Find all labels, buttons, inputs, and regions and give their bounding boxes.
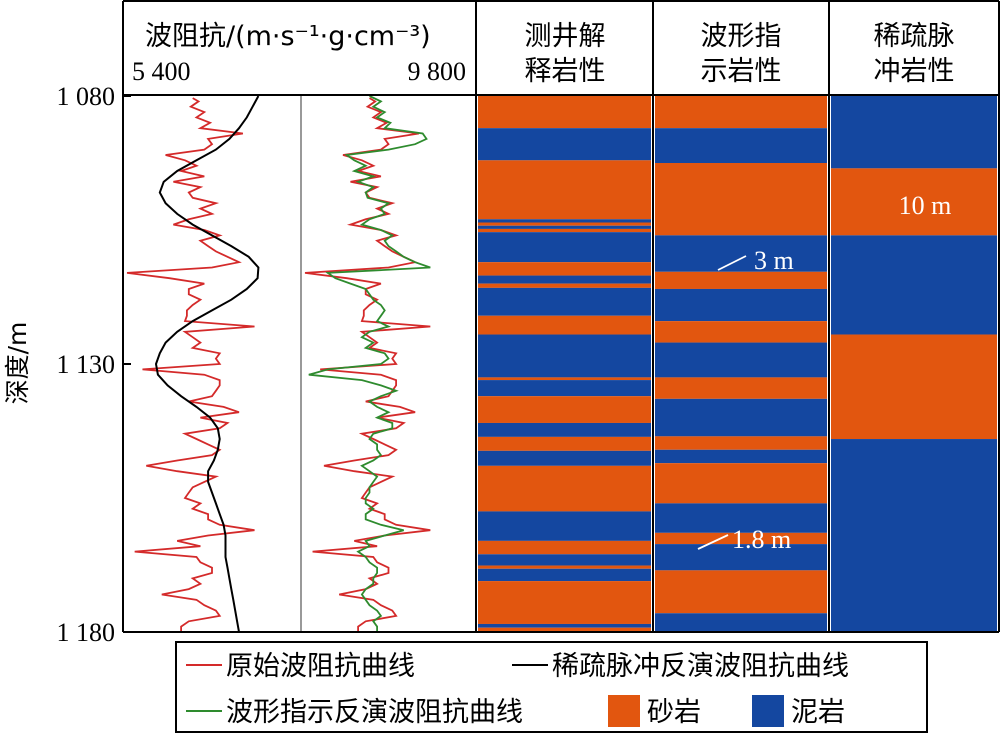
- sand-layer: [478, 565, 651, 569]
- sand-layer: [655, 321, 827, 343]
- sand-layer: [478, 540, 651, 555]
- sand-layer: [655, 463, 827, 504]
- waveform-lithology-column: [655, 96, 827, 632]
- mud-layer: [655, 288, 827, 322]
- legend-box: [175, 641, 928, 733]
- sand-layer: [655, 570, 827, 614]
- waveform-column-header-line2: 示岩性: [701, 56, 782, 87]
- mud-layer: [655, 342, 827, 378]
- mud-layer: [478, 623, 651, 628]
- mud-layer: [478, 225, 651, 229]
- legend-sand-swatch: [608, 695, 640, 727]
- annotation-1-8m-leader: [697, 534, 729, 550]
- mud-layer: [478, 568, 651, 582]
- legend-mud-swatch: [752, 695, 784, 727]
- mud-layer: [478, 511, 651, 541]
- mud-layer: [831, 96, 997, 169]
- well-lithology-column: [478, 96, 651, 632]
- sand-layer: [655, 436, 827, 450]
- mud-layer: [478, 422, 651, 437]
- sand-layer: [478, 228, 651, 233]
- sand-layer: [478, 262, 651, 276]
- legend-waveform-label: 波形指示反演波阻抗曲线: [226, 697, 523, 728]
- sand-layer: [478, 581, 651, 624]
- legend-original-label: 原始波阻抗曲线: [226, 651, 415, 682]
- waveform-column-header-line1: 波形指: [701, 21, 782, 52]
- sand-layer: [478, 436, 651, 451]
- sand-layer: [655, 271, 827, 289]
- mud-layer: [831, 235, 997, 335]
- mud-layer: [478, 219, 651, 223]
- mud-layer: [478, 380, 651, 397]
- figure-frame: [122, 0, 1000, 633]
- mud-layer: [655, 128, 827, 163]
- mud-layer: [655, 544, 827, 571]
- sand-layer: [655, 96, 827, 129]
- sand-layer: [478, 283, 651, 288]
- sand-layer: [478, 627, 651, 632]
- mud-layer: [478, 450, 651, 466]
- mud-layer: [478, 128, 651, 161]
- sand-layer: [831, 168, 997, 236]
- sand-layer: [478, 222, 651, 226]
- sand-layer: [478, 160, 651, 220]
- sand-layer: [478, 315, 651, 335]
- depth-ticks: 1 080 1 130 1 180: [57, 82, 131, 647]
- impedance-xmin-label: 5 400: [132, 57, 191, 86]
- impedance-xmax-label: 9 800: [408, 57, 467, 86]
- sand-layer: [478, 396, 651, 423]
- sand-layer: [831, 334, 997, 440]
- impedance-curves: [126, 95, 431, 633]
- annotation-3m: 3 m: [754, 246, 794, 275]
- mud-layer: [655, 503, 827, 533]
- sand-layer: [478, 96, 651, 129]
- depth-axis-label: 深度/m: [3, 322, 32, 405]
- annotation-3m-leader: [717, 255, 747, 271]
- mud-layer: [478, 287, 651, 316]
- mud-layer: [478, 554, 651, 566]
- depth-tick-label: 1 080: [57, 82, 116, 111]
- annotation-10m: 10 m: [899, 191, 952, 220]
- original-curve-track1: [126, 97, 255, 632]
- annotation-1-8m: 1.8 m: [732, 525, 791, 554]
- mud-layer: [655, 449, 827, 464]
- waveform-curve: [308, 95, 431, 632]
- sand-layer: [655, 163, 827, 236]
- sand-layer: [478, 465, 651, 512]
- depth-tick-label: 1 180: [57, 618, 116, 647]
- sand-layer: [478, 377, 651, 381]
- sand-layer: [655, 377, 827, 399]
- sparse-column-header-line2: 冲岩性: [874, 56, 955, 87]
- mud-layer: [655, 613, 827, 632]
- well-column-header-line2: 释岩性: [525, 56, 606, 87]
- well-column-header-line1: 测井解: [525, 21, 606, 52]
- mud-layer: [831, 439, 997, 632]
- legend-sparse-label: 稀疏脉冲反演波阻抗曲线: [552, 651, 849, 682]
- sparse-lithology-column: [831, 96, 997, 632]
- mud-layer: [478, 232, 651, 263]
- mud-layer: [478, 275, 651, 284]
- mud-layer: [655, 235, 827, 272]
- legend-mud-label: 泥岩: [791, 697, 845, 728]
- sand-layer: [655, 532, 827, 545]
- impedance-track-title: 波阻抗/(m·s⁻¹·g·cm⁻³): [145, 21, 431, 52]
- mud-layer: [655, 398, 827, 437]
- sparse-column-header-line1: 稀疏脉: [874, 21, 955, 52]
- mud-layer: [478, 334, 651, 378]
- legend-sand-label: 砂岩: [647, 697, 701, 728]
- sparse-curve: [154, 95, 260, 633]
- depth-tick-label: 1 130: [57, 350, 116, 379]
